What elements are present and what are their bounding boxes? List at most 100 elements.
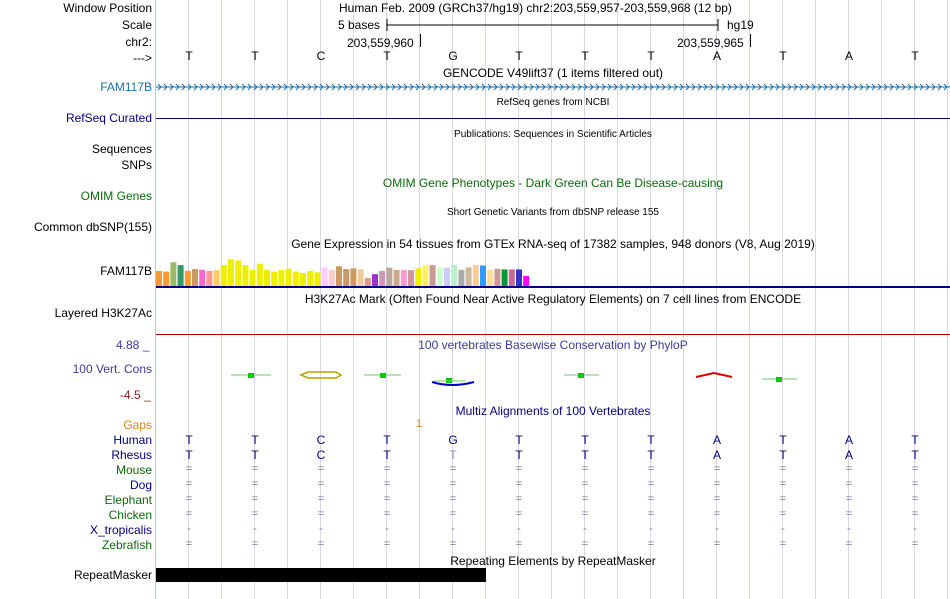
gencode-strand-chevron <box>919 83 924 91</box>
gencode-strand-chevron <box>637 83 642 91</box>
alignment-base: T <box>647 433 655 447</box>
alignment-base: G <box>448 433 458 447</box>
gencode-strand-chevron <box>397 83 402 91</box>
gencode-strand-chevron <box>781 83 786 91</box>
h3k27ac-track-label[interactable]: Layered H3K27Ac <box>54 306 152 320</box>
alignment-base: - <box>913 523 917 535</box>
base-letter: T <box>515 49 523 63</box>
snps-track-label[interactable]: SNPs <box>121 158 152 172</box>
gtex-tissue-bar <box>256 263 263 286</box>
gencode-strand-chevron <box>877 83 882 91</box>
gencode-strand-chevron <box>583 83 588 91</box>
gtex-tissue-bar <box>156 270 162 286</box>
repeatmasker-track-title[interactable]: Repeating Elements by RepeatMasker <box>450 554 656 568</box>
alignment-base: = <box>779 478 787 490</box>
refseq-gene-line[interactable] <box>156 118 950 119</box>
gtex-tissue-bar <box>343 269 350 286</box>
multiz-track-title[interactable]: Multiz Alignments of 100 Vertebrates <box>455 404 651 418</box>
alignment-base: = <box>845 508 853 520</box>
gencode-gene-feature[interactable] <box>156 81 950 93</box>
h3k27ac-track-title[interactable]: H3K27Ac Mark (Often Found Near Active Re… <box>304 292 802 306</box>
gencode-strand-chevron <box>775 83 780 91</box>
phylop-track-label[interactable]: 100 Vert. Cons <box>72 362 152 376</box>
gtex-tissue-bar <box>292 271 299 286</box>
gencode-strand-chevron <box>277 83 282 91</box>
gap-mark: 1 <box>416 418 423 430</box>
species-label-dog[interactable]: Dog <box>129 478 152 492</box>
base-letter: G <box>448 49 458 63</box>
gencode-strand-chevron <box>463 83 468 91</box>
base-letter: T <box>185 49 193 63</box>
alignment-base: = <box>449 493 457 505</box>
dbsnp-track-label[interactable]: Common dbSNP(155) <box>33 220 152 234</box>
alignment-base: = <box>317 508 325 520</box>
gencode-strand-chevron <box>439 83 444 91</box>
refseq-track-label[interactable]: RefSeq Curated <box>65 111 152 125</box>
coord-right: 203,559,965 <box>677 36 744 50</box>
species-label-x_tropicalis[interactable]: X_tropicalis <box>89 523 152 537</box>
strand-label: ---> <box>133 51 152 65</box>
gtex-tissue-bar <box>314 272 321 286</box>
species-label-chicken[interactable]: Chicken <box>108 508 152 522</box>
gencode-strand-chevron <box>181 83 186 91</box>
window-position-value[interactable]: Human Feb. 2009 (GRCh37/hg19) chr2:203,5… <box>339 1 732 15</box>
gencode-strand-chevron <box>649 83 654 91</box>
gencode-strand-chevron <box>289 83 294 91</box>
gtex-tissue-bar <box>400 269 407 286</box>
gtex-tissue-bar <box>321 267 328 286</box>
sequences-track-label[interactable]: Sequences <box>91 142 152 156</box>
alignment-base: = <box>581 508 589 520</box>
alignment-base: = <box>581 478 589 490</box>
phylop-track-title[interactable]: 100 vertebrates Basewise Conservation by… <box>418 338 688 352</box>
gencode-strand-chevron <box>559 83 564 91</box>
gencode-track-label[interactable]: FAM117B <box>100 80 152 94</box>
alignment-base: = <box>317 493 325 505</box>
gencode-strand-chevron <box>571 83 576 91</box>
alignment-base: T <box>251 448 259 462</box>
species-label-rhesus[interactable]: Rhesus <box>111 448 152 462</box>
gencode-strand-chevron <box>553 83 558 91</box>
alignment-base: = <box>383 478 391 490</box>
gtex-track-title[interactable]: Gene Expression in 54 tissues from GTEx … <box>291 237 815 251</box>
species-label-zebrafish[interactable]: Zebrafish <box>101 538 152 552</box>
gtex-tissue-bar <box>386 267 393 286</box>
gencode-strand-chevron <box>685 83 690 91</box>
gtex-track-label[interactable]: FAM117B <box>100 264 152 278</box>
alignment-base: = <box>383 508 391 520</box>
gtex-tissue-bar <box>523 275 530 286</box>
gaps-label[interactable]: Gaps <box>123 418 152 432</box>
alignment-base: - <box>187 523 191 535</box>
repeatmasker-element[interactable] <box>156 568 486 582</box>
alignment-base: = <box>515 508 523 520</box>
gencode-strand-chevron <box>631 83 636 91</box>
gencode-strand-chevron <box>901 83 906 91</box>
species-label-human[interactable]: Human <box>113 433 152 447</box>
gencode-strand-chevron <box>757 83 762 91</box>
gencode-strand-chevron <box>457 83 462 91</box>
phylop-conservation-plot[interactable] <box>156 366 950 390</box>
species-label-elephant[interactable]: Elephant <box>104 493 152 507</box>
publications-track-title[interactable]: Publications: Sequences in Scientific Ar… <box>454 129 652 140</box>
gencode-track-title[interactable]: GENCODE V49lift37 (1 items filtered out) <box>442 66 664 80</box>
gtex-expression-bars[interactable] <box>156 250 950 290</box>
gencode-strand-chevron <box>373 83 378 91</box>
gencode-strand-chevron <box>379 83 384 91</box>
base-letter: T <box>647 49 655 63</box>
repeatmasker-track-label[interactable]: RepeatMasker <box>73 568 152 582</box>
gencode-strand-chevron <box>247 83 252 91</box>
alignment-base: = <box>185 478 193 490</box>
dbsnp-track-title[interactable]: Short Genetic Variants from dbSNP releas… <box>447 207 659 218</box>
gencode-strand-chevron <box>487 83 492 91</box>
omim-track-label[interactable]: OMIM Genes <box>80 189 152 203</box>
omim-track-title[interactable]: OMIM Gene Phenotypes - Dark Green Can Be… <box>382 176 724 190</box>
alignment-base: T <box>383 433 391 447</box>
gencode-strand-chevron <box>331 83 336 91</box>
refseq-track-title[interactable]: RefSeq genes from NCBI <box>496 97 610 108</box>
alignment-base: = <box>185 463 193 475</box>
gtex-tissue-bar <box>458 269 465 286</box>
species-label-mouse[interactable]: Mouse <box>115 463 152 477</box>
alignment-base: = <box>779 538 787 550</box>
gencode-strand-chevron <box>925 83 930 91</box>
gencode-strand-chevron <box>205 83 210 91</box>
gtex-tissue-bar <box>184 270 191 286</box>
